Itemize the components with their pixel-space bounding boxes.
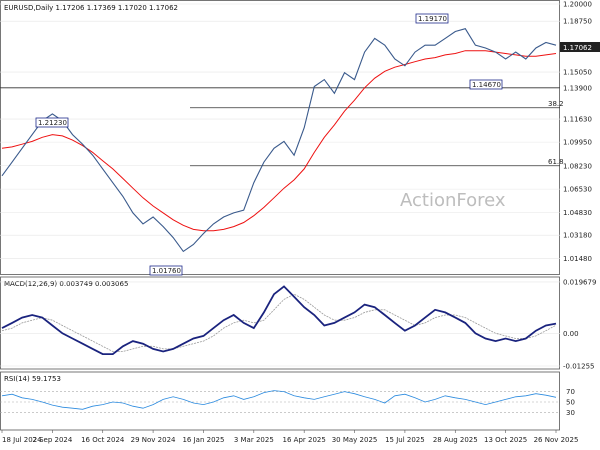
xtick-label: 26 Nov 2025 [534,436,579,444]
xtick-label: 15 Jul 2025 [385,436,425,444]
xtick-label: 16 Oct 2024 [81,436,125,444]
xtick-label: 2 Sep 2024 [32,436,72,444]
price-annotation-label: 1.01760 [152,267,181,275]
macd-ytick-label: 0.019679 [563,278,596,286]
price-panel [0,0,560,275]
xtick-label: 13 Oct 2025 [484,436,527,444]
price-ytick-label: 1.11630 [563,116,592,124]
rsi-line [1,390,557,410]
macd-ytick-label: 0.00 [563,330,579,338]
macd-title: MACD(12,26,9) 0.003749 0.003065 [4,280,128,288]
price-ytick-label: 1.08230 [563,162,592,170]
current-price-label: 1.17062 [563,44,592,52]
xtick-label: 29 Nov 2024 [131,436,176,444]
price-annotation-box [469,79,503,90]
macd-ytick-label: -0.01255 [563,363,594,371]
fib-level-label: 38.2 [548,100,564,108]
price-ytick-label: 1.06530 [563,186,592,194]
fib-level-label: 61.8 [548,158,564,166]
price-annotation-label: 1.21230 [38,119,67,127]
rsi-panel [0,371,560,431]
current-price-tag [560,42,600,52]
price-title: EURUSD,Daily 1.17206 1.17369 1.17020 1.1… [4,4,178,12]
price-ytick-label: 1.09950 [563,139,592,147]
price-annotation-box [35,117,69,128]
rsi-title: RSI(14) 59.1753 [4,375,61,383]
price-annotation-box [415,13,449,24]
price-ytick-label: 1.15050 [563,69,592,77]
ma-series-line [1,50,557,232]
rsi-ytick-label: 50 [566,399,575,407]
macd-signal-line [1,293,557,352]
price-series-line [1,28,557,253]
price-ytick-label: 1.18750 [563,18,592,26]
price-ytick-label: 1.03180 [563,232,592,240]
xtick-label: 16 Jan 2025 [182,436,224,444]
price-ytick-label: 1.13900 [563,84,592,92]
price-annotation-box [149,265,183,276]
price-annotation-label: 1.19170 [418,15,447,23]
xtick-label: 30 May 2025 [332,436,378,444]
macd-line [1,285,557,355]
xtick-label: 28 Aug 2025 [433,436,478,444]
xtick-label: 16 Apr 2025 [283,436,326,444]
xtick-label: 3 Mar 2025 [234,436,274,444]
watermark: ActionForex [400,190,506,211]
price-annotation-label: 1.14670 [472,81,501,89]
xtick-label: 18 Jul 2024 [2,436,42,444]
rsi-ytick-label: 30 [566,409,575,417]
price-ytick-label: 1.01480 [563,255,592,263]
rsi-ytick-label: 70 [566,388,575,396]
macd-panel [0,276,560,370]
price-ytick-label: 1.20000 [563,1,592,9]
price-ytick-label: 1.04830 [563,209,592,217]
